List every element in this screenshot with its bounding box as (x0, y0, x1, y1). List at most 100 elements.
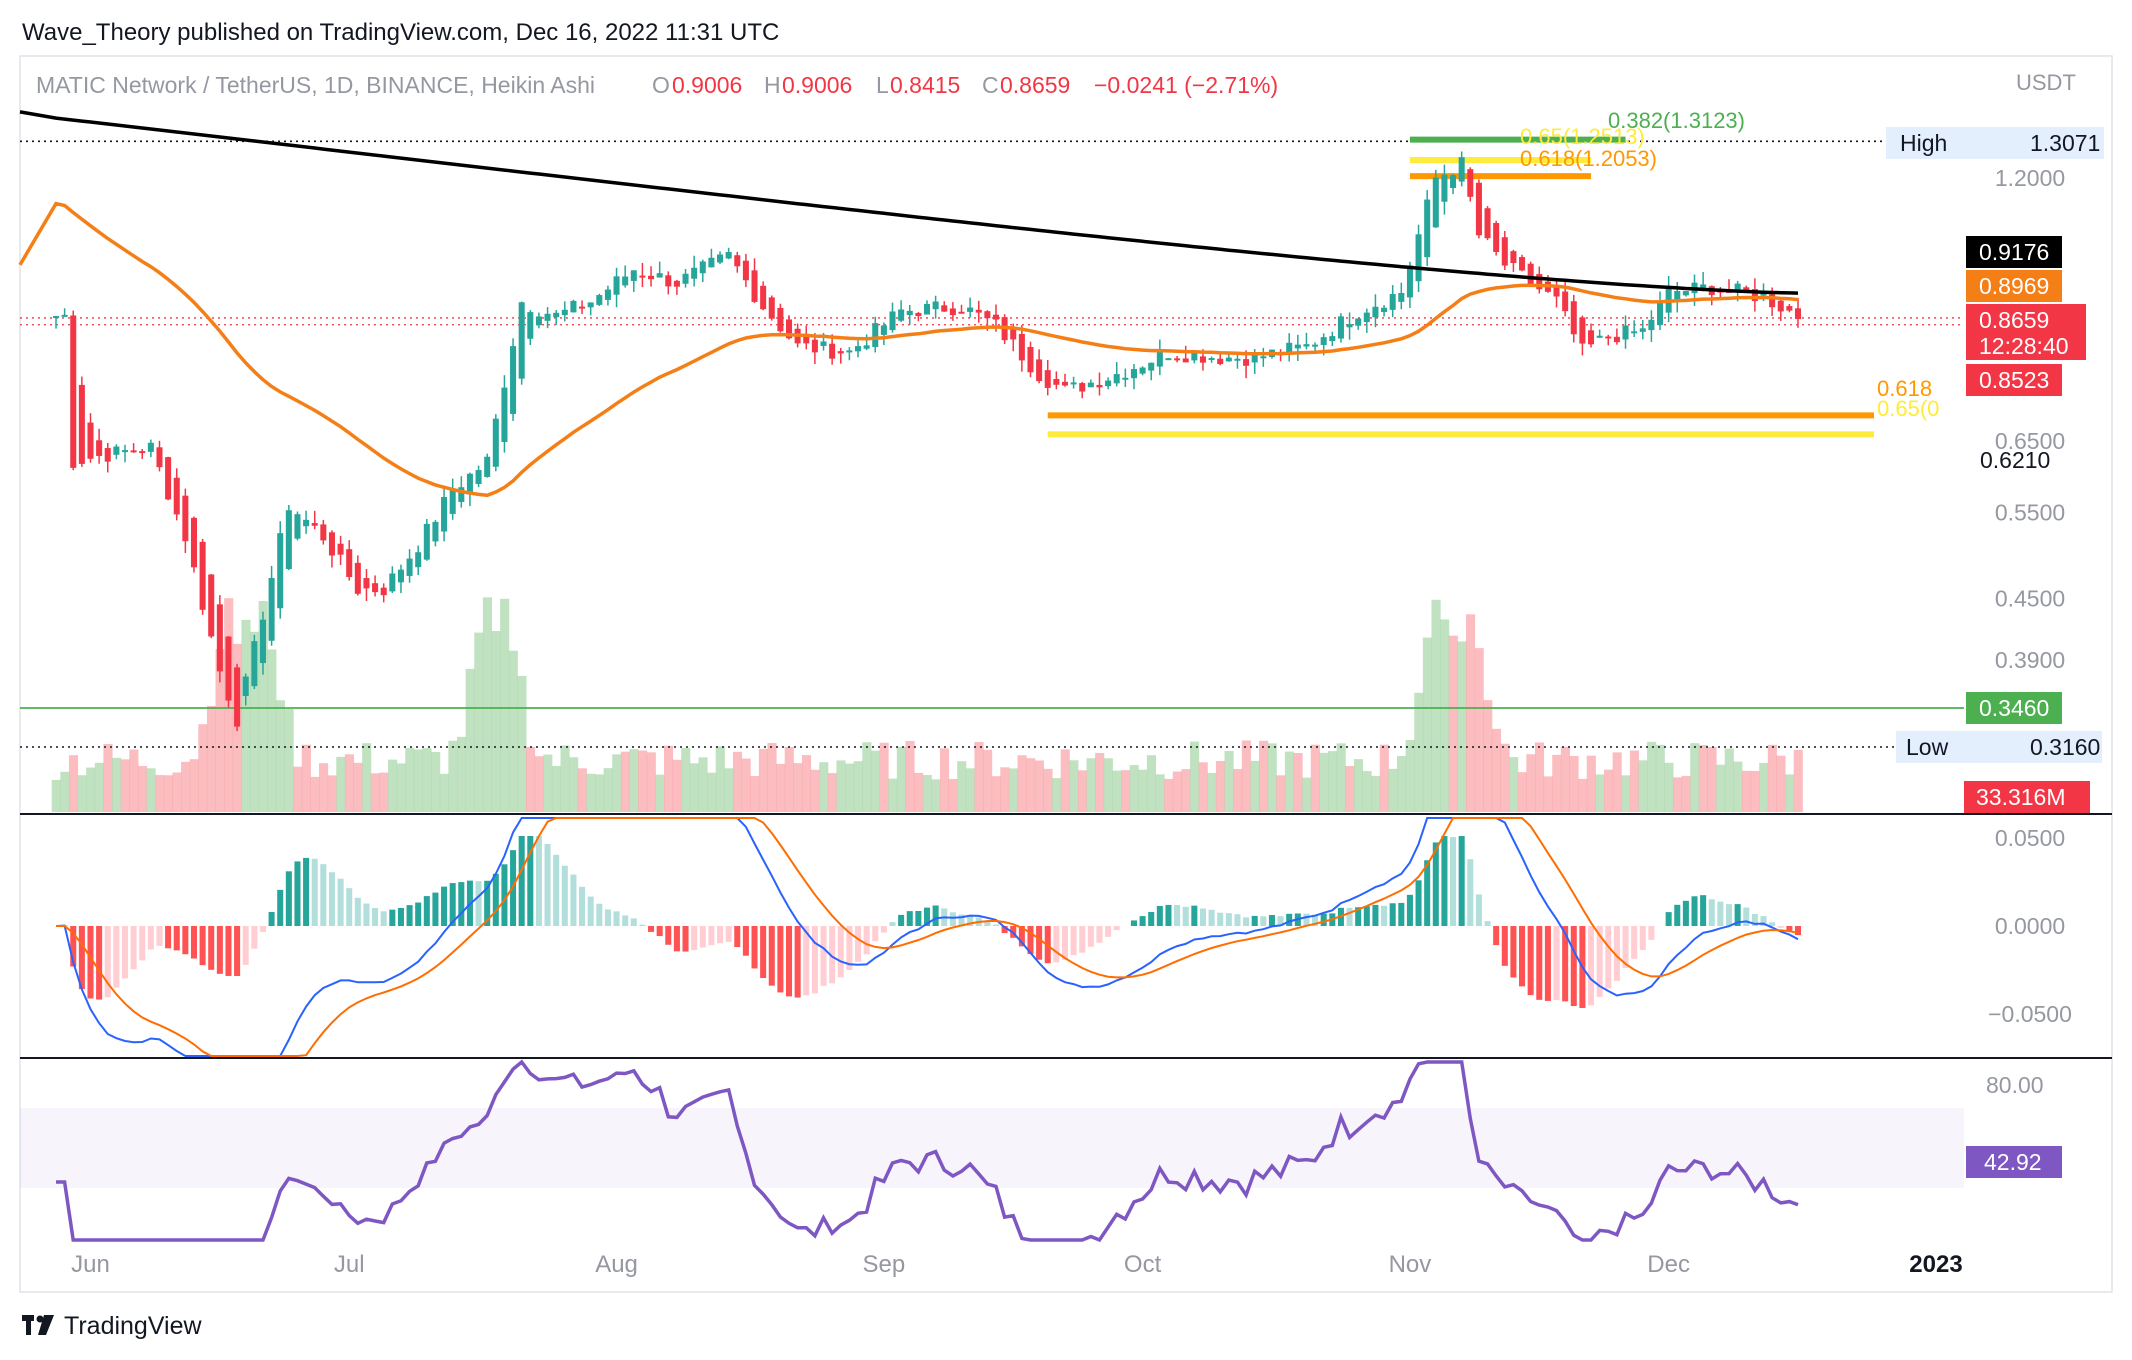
macd-bar (561, 865, 568, 926)
candle-body (1510, 251, 1517, 264)
macd-bar (1199, 908, 1206, 926)
volume-bar (612, 754, 622, 812)
macd-bar (1527, 926, 1534, 996)
macd-bar (1303, 913, 1310, 926)
volume-bar (991, 776, 1001, 812)
macd-bar (1751, 913, 1758, 926)
price-axis: 1.2000 0.6500 0.5500 0.4500 0.3900 (1995, 165, 2065, 673)
macd-bar (1234, 914, 1241, 926)
volume-bar (957, 761, 967, 812)
macd-bar (96, 926, 103, 1000)
candle-body (510, 346, 517, 414)
macd-bar (872, 926, 879, 942)
macd-bar (1363, 906, 1370, 926)
candle-body (518, 302, 525, 379)
volume-bar (1629, 750, 1639, 812)
macd-bar (1725, 904, 1733, 926)
candle-body (1225, 357, 1232, 362)
macd-bar (1441, 836, 1448, 926)
volume-bar (922, 775, 932, 812)
macd-bar (234, 926, 241, 977)
candle-body (682, 273, 689, 284)
macd-bar (699, 926, 706, 948)
candle-body (1398, 292, 1405, 302)
candle-body (1786, 306, 1793, 311)
volume-bar (1121, 770, 1131, 812)
macd-bar (1691, 896, 1698, 926)
rsi-value: 42.92 (1984, 1149, 2042, 1175)
close-label: C (982, 72, 999, 98)
macd-bar (648, 926, 655, 932)
volume-bar (68, 755, 79, 812)
candle-body (1562, 291, 1569, 312)
volume-bar (120, 759, 130, 812)
volume-bar (1146, 755, 1157, 812)
candle-body (1139, 367, 1146, 374)
candles (52, 151, 1802, 732)
macd-bar (923, 907, 931, 926)
macd-bar (363, 903, 370, 926)
macd-bar (604, 909, 611, 926)
high-label: H (764, 72, 781, 98)
volume-bar (1491, 728, 1501, 812)
volume-bar (284, 708, 294, 812)
volume-bar (732, 751, 743, 812)
candle-body (70, 315, 77, 468)
candle-body (1320, 337, 1327, 345)
candle-body (1053, 378, 1060, 385)
macd-bar (346, 888, 353, 926)
macd-bar (484, 880, 491, 926)
candle-body (1234, 358, 1241, 361)
macd-bar (691, 926, 698, 951)
macd-bar (1596, 926, 1603, 997)
macd-bar (1415, 880, 1422, 926)
volume-bar (862, 742, 872, 812)
volume-bar (672, 759, 682, 812)
volume-bar (1328, 751, 1338, 812)
candle-body (596, 295, 603, 305)
candle-body (406, 558, 413, 576)
volume-bar (1310, 744, 1320, 812)
macd-bar (1467, 859, 1474, 926)
volume-bar (1172, 771, 1182, 812)
candle-body (975, 309, 982, 313)
candle-body (1760, 293, 1767, 296)
volume-bar (465, 668, 475, 812)
candle-body (1777, 300, 1784, 312)
volume-bar (983, 749, 993, 812)
macd-bar (328, 872, 335, 926)
candle-body (1570, 301, 1577, 335)
macd-bar (190, 926, 197, 959)
macd-bar (734, 926, 741, 948)
volume-bar (1345, 766, 1355, 812)
volume-bar (379, 772, 389, 812)
fib-label-382: 0.382(1.3123) (1608, 108, 1745, 133)
volume-bar (681, 748, 691, 812)
candle-body (889, 311, 896, 331)
macd-bar (1734, 904, 1741, 926)
macd-bar (1130, 920, 1137, 926)
candle-body (1044, 370, 1051, 388)
volume-bar (1008, 768, 1019, 812)
volume-bar (629, 749, 639, 812)
macd-bar (1061, 926, 1068, 960)
macd-bar (1087, 926, 1094, 947)
candle-body (1294, 344, 1301, 349)
volume-bar (974, 741, 984, 812)
macd-bar (820, 926, 827, 986)
candle-body (1794, 308, 1802, 320)
candle-body (1061, 381, 1068, 386)
macd-bar (708, 926, 715, 946)
volume-bar (1603, 769, 1614, 812)
macd-bar (242, 926, 249, 965)
macd-bar (1036, 926, 1043, 960)
volume-bar (319, 763, 329, 812)
candle-body (1363, 312, 1370, 323)
volume-bar (594, 774, 605, 812)
macd-bar (1113, 926, 1120, 931)
support-badge: 0.8523 (1966, 364, 2062, 396)
candle-body (915, 312, 922, 317)
volume-bar (1664, 762, 1674, 812)
macd-bar (268, 911, 275, 926)
